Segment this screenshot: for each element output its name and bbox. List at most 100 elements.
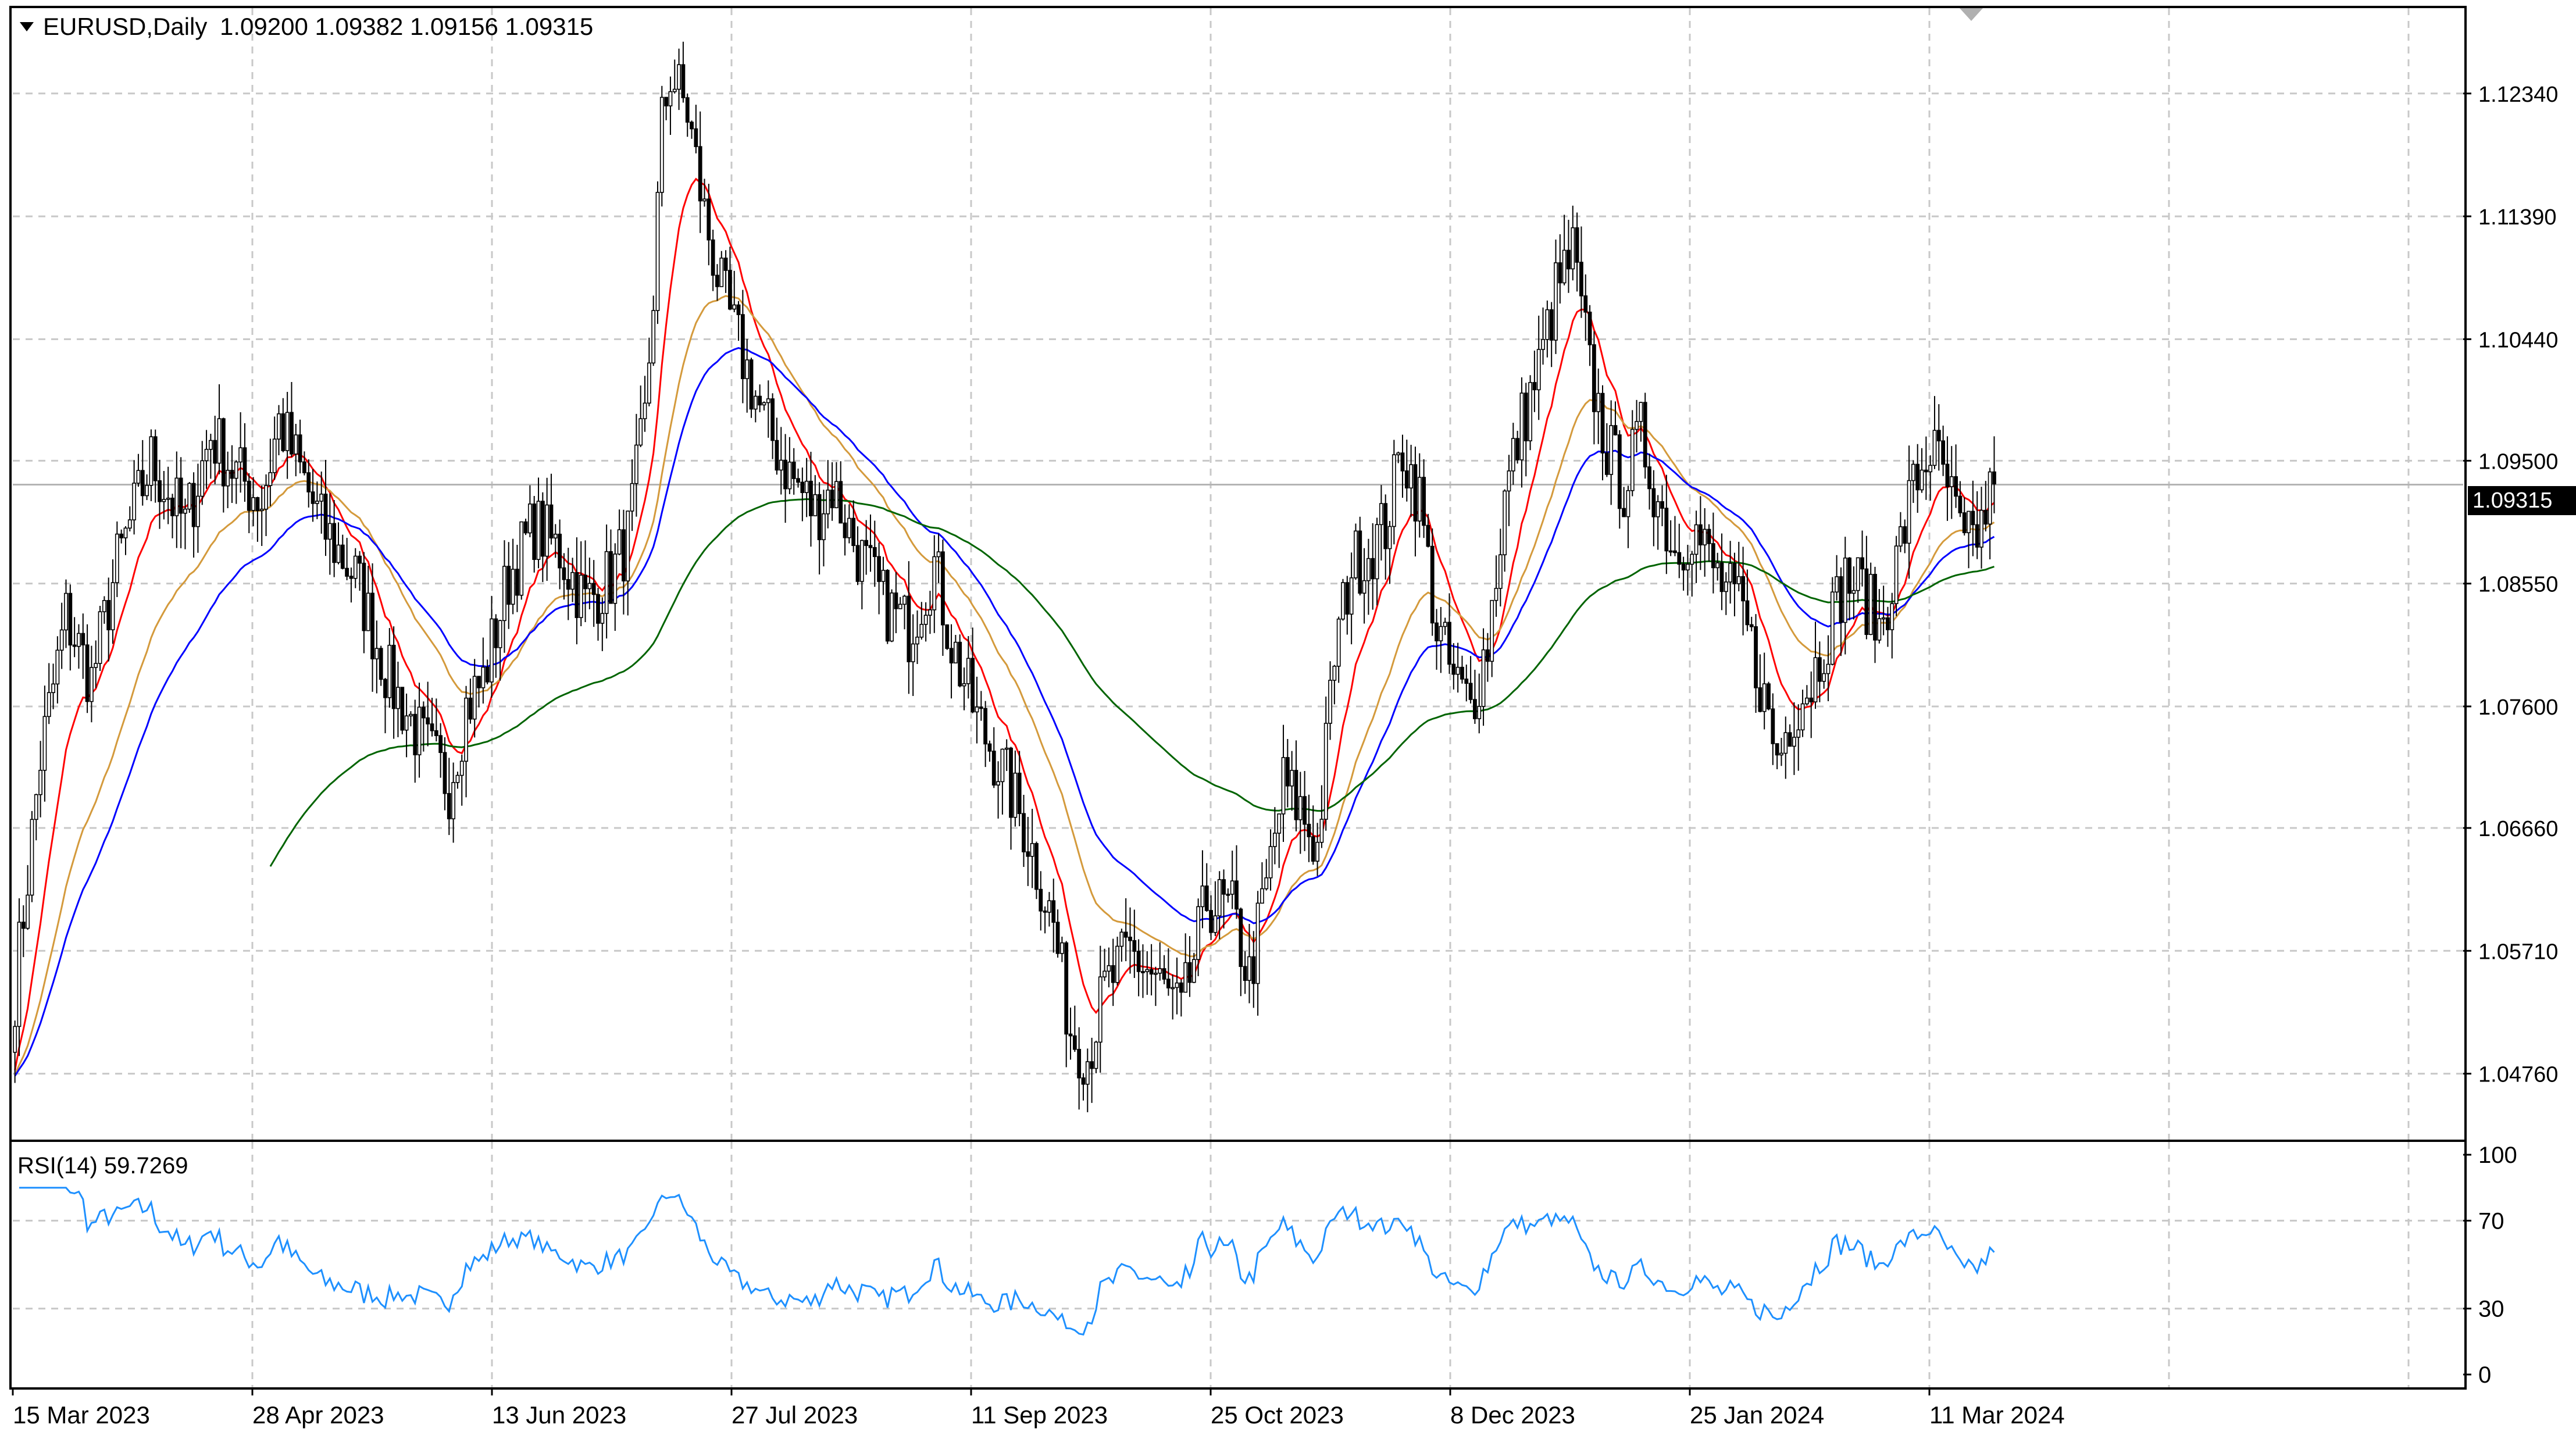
candle-body: [1758, 687, 1762, 712]
candle-body: [1141, 971, 1145, 973]
candle-body: [1239, 908, 1243, 968]
candle-body: [1354, 530, 1358, 579]
candle-body: [1017, 772, 1022, 815]
candle-body: [690, 122, 694, 130]
candle-body: [575, 572, 579, 618]
candle-body: [1315, 841, 1319, 862]
date-tick-label: 28 Apr 2023: [252, 1401, 384, 1429]
candle-body: [770, 398, 775, 441]
candle-body: [94, 663, 98, 668]
candle-body: [1894, 545, 1899, 604]
collapse-triangle-icon[interactable]: [20, 22, 34, 31]
candle-body: [391, 644, 396, 709]
candle-body: [64, 592, 68, 631]
candle-body: [919, 624, 924, 638]
candle-body: [468, 697, 473, 720]
candle-body: [800, 481, 805, 493]
candle-body: [472, 676, 477, 720]
candle-body: [68, 592, 73, 646]
candle-body: [98, 611, 102, 664]
candle-body: [958, 641, 962, 687]
candle-body: [626, 510, 630, 581]
candle-body: [1839, 576, 1843, 623]
date-tick-label: 11 Mar 2024: [1929, 1401, 2065, 1429]
candle-body: [1426, 524, 1430, 547]
candle-body: [72, 644, 77, 647]
candle-body: [259, 508, 264, 511]
candle-body: [179, 477, 183, 514]
candle-body: [911, 643, 915, 662]
candle-body: [1562, 249, 1567, 284]
candle-body: [728, 270, 732, 310]
current-price-label: 1.09315: [2472, 488, 2552, 513]
candle-body: [719, 258, 724, 287]
candle-body: [966, 658, 971, 684]
candle-body: [30, 819, 34, 896]
candle-body: [1847, 557, 1851, 594]
candle-body: [455, 774, 460, 783]
candle-body: [834, 481, 839, 509]
candle-body: [1796, 729, 1801, 738]
candle-body: [315, 501, 319, 504]
candle-body: [1413, 464, 1418, 522]
main-chart-panel[interactable]: [9, 6, 2467, 1142]
candle-body: [1307, 823, 1311, 837]
candle-body: [1285, 757, 1290, 787]
chart-shift-marker-icon[interactable]: [1960, 8, 1983, 21]
candle-body: [1711, 543, 1715, 569]
candle-body: [1728, 563, 1733, 583]
candle-body: [1622, 508, 1626, 517]
candle-body: [753, 395, 758, 410]
candle-body: [1549, 309, 1554, 341]
candle-body: [170, 497, 174, 516]
candle-body: [1090, 1061, 1094, 1069]
candle-body: [140, 470, 145, 497]
candle-body: [822, 513, 826, 541]
candle-body: [1115, 945, 1119, 983]
candle-body: [787, 461, 792, 490]
candle-body: [1817, 657, 1822, 682]
candle-body: [685, 97, 690, 123]
candle-body: [859, 540, 864, 582]
date-tick-label: 25 Jan 2024: [1690, 1401, 1824, 1429]
candle-body: [566, 579, 570, 590]
candle-body: [396, 687, 400, 709]
candle-body: [1235, 880, 1239, 910]
candle-body: [1323, 723, 1328, 820]
candle-body: [1341, 582, 1345, 620]
candle-body: [1281, 757, 1286, 815]
candle-body: [545, 504, 550, 557]
candle-body: [1332, 666, 1337, 681]
candle-body: [1404, 470, 1409, 489]
candle-body: [1651, 488, 1656, 517]
candle-body: [1587, 311, 1592, 345]
date-tick-label: 13 Jun 2023: [492, 1401, 626, 1429]
candle-body: [1277, 813, 1282, 834]
candle-body: [1490, 599, 1494, 662]
price-tick-label: 1.10440: [2478, 328, 2558, 352]
candle-body: [404, 715, 409, 731]
rsi-tick-label: 70: [2478, 1208, 2504, 1234]
candle-body: [196, 495, 200, 527]
candle-body: [1864, 568, 1869, 636]
rsi-title: RSI(14) 59.7269: [17, 1153, 188, 1179]
candle-body: [306, 472, 311, 492]
candle-body: [400, 687, 405, 731]
candle-body: [162, 499, 166, 502]
candle-body: [817, 494, 822, 541]
candle-body: [340, 544, 345, 569]
candle-body: [464, 697, 468, 762]
candle-body: [145, 484, 149, 497]
candle-body: [379, 648, 383, 680]
candle-body: [1136, 951, 1141, 972]
candle-body: [1068, 1033, 1073, 1037]
candle-body: [1941, 440, 1946, 465]
candle-body: [758, 395, 762, 406]
candle-body: [643, 402, 647, 419]
candle-body: [1958, 495, 1963, 513]
candle-body: [1166, 979, 1171, 988]
candle-body: [553, 533, 558, 539]
candle-body: [1732, 563, 1737, 584]
candle-body: [1967, 510, 1971, 533]
